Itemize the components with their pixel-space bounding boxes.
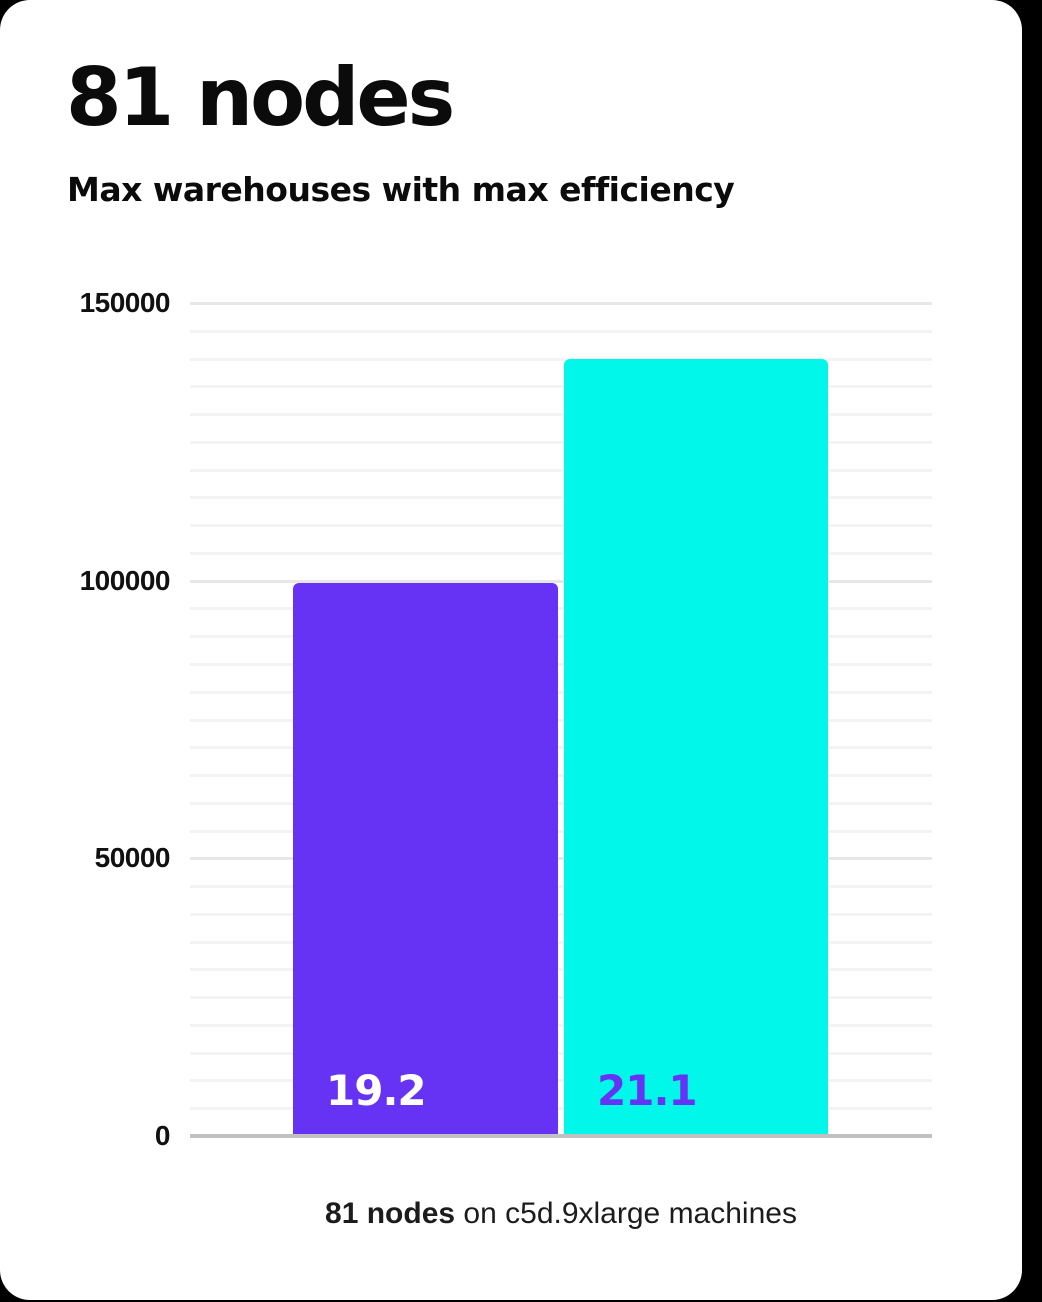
minor-gridline	[190, 329, 932, 333]
y-tick-label: 0	[154, 1120, 171, 1151]
caption-regular-text: on c5d.9xlarge machines	[455, 1197, 797, 1230]
minor-gridline	[190, 829, 932, 833]
chart-caption: 81 nodes on c5d.9xlarge machines	[190, 1196, 932, 1232]
minor-gridline	[190, 440, 932, 444]
y-axis: 0 50000 100000 150000	[0, 0, 171, 1300]
minor-gridline	[190, 996, 932, 1000]
major-gridline	[190, 302, 932, 305]
bar-value-label: 19.2	[326, 1066, 427, 1115]
minor-gridline	[190, 801, 932, 805]
minor-gridline	[190, 774, 932, 778]
chart-card: 81 nodes Max warehouses with max efficie…	[0, 0, 1022, 1300]
x-axis-line	[190, 1134, 932, 1138]
minor-gridline	[190, 885, 932, 889]
minor-gridline	[190, 690, 932, 694]
minor-gridline	[190, 496, 932, 500]
page-title: 81 nodes	[66, 51, 455, 144]
minor-gridline	[190, 357, 932, 361]
minor-gridline	[190, 524, 932, 528]
bar-19-2: 19.2	[293, 583, 558, 1136]
major-gridline	[190, 579, 932, 583]
minor-gridline	[190, 607, 932, 611]
minor-gridline	[190, 551, 932, 555]
major-gridline	[190, 857, 932, 861]
page-subtitle: Max warehouses with max efficiency	[67, 170, 735, 209]
minor-gridline	[190, 662, 932, 666]
minor-gridline	[190, 385, 932, 389]
minor-gridline	[190, 746, 932, 750]
plot-area: 19.2 21.1	[190, 302, 932, 1138]
minor-gridline	[190, 468, 932, 472]
minor-gridline	[190, 1051, 932, 1055]
y-tick-label: 100000	[79, 564, 171, 596]
minor-gridline	[190, 968, 932, 972]
minor-gridline	[190, 1107, 932, 1111]
caption-bold-text: 81 nodes	[325, 1197, 456, 1230]
minor-gridline	[190, 940, 932, 944]
minor-gridline	[190, 635, 932, 639]
y-tick-label: 150000	[79, 287, 171, 318]
minor-gridline	[190, 1079, 932, 1083]
minor-gridline	[190, 413, 932, 417]
bar-value-label: 21.1	[597, 1066, 698, 1115]
minor-gridline	[190, 1023, 932, 1027]
bar-21-1: 21.1	[564, 358, 828, 1136]
minor-gridline	[190, 912, 932, 916]
y-tick-label: 50000	[94, 842, 171, 874]
minor-gridline	[190, 718, 932, 722]
